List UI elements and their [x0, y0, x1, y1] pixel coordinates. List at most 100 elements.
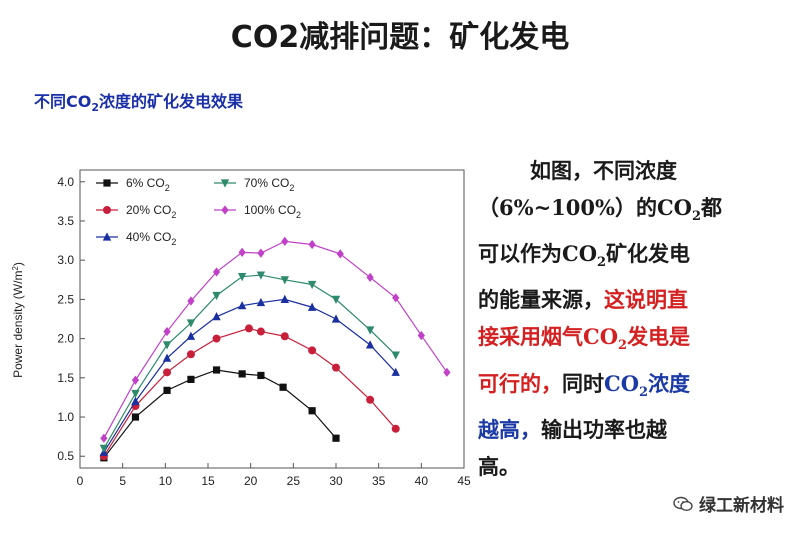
- y-tick-label: 3.5: [57, 214, 74, 228]
- data-point: [307, 280, 317, 290]
- data-point: [244, 324, 253, 333]
- data-point: [391, 351, 400, 360]
- data-point: [331, 314, 341, 323]
- desc-line-2-sub: 2: [691, 209, 702, 225]
- desc-line-2-a: （6%~100%）的CO: [478, 195, 692, 220]
- data-point: [131, 413, 140, 421]
- chart-title: 不同CO2浓度的矿化发电效果: [34, 88, 243, 114]
- desc-line-1: 如图，不同浓度: [530, 158, 677, 183]
- data-point: [162, 341, 172, 350]
- data-point: [307, 302, 317, 311]
- desc-line-2-b: 都: [701, 195, 723, 220]
- watermark: 绿工新材料: [673, 491, 784, 516]
- chart-title-post: 浓度的矿化发电效果: [99, 92, 244, 111]
- power-density-chart: 0 5 10 15 20 25 30 35 40 45 0.5 1.0 1.5 2.0 2.5 3.0 3.5 4…: [11, 169, 471, 488]
- data-point: [256, 271, 266, 280]
- data-point: [163, 326, 171, 337]
- desc-line-6-red: 可行的，: [478, 370, 562, 396]
- data-point: [256, 327, 265, 336]
- legend-label: 70% CO2: [244, 176, 294, 193]
- data-point: [332, 434, 340, 442]
- legend-marker: [103, 179, 111, 187]
- legend-label: 100% CO2: [244, 203, 301, 220]
- data-point: [256, 297, 266, 307]
- y-tick-label: 4.0: [57, 175, 74, 189]
- data-point: [212, 291, 221, 301]
- x-tick-label: 25: [287, 474, 301, 488]
- data-point: [280, 294, 289, 303]
- data-point: [391, 424, 400, 433]
- desc-line-5-sub: 2: [618, 338, 628, 354]
- desc-line-6-blue: CO2浓度: [604, 371, 690, 400]
- data-point: [163, 368, 172, 377]
- data-point: [336, 249, 344, 259]
- legend-marker: [221, 205, 229, 215]
- desc-line-3: 可以作为CO2矿化发电: [478, 235, 788, 281]
- data-point: [365, 326, 375, 335]
- data-point: [99, 444, 109, 453]
- data-point: [308, 239, 316, 250]
- data-point: [332, 363, 340, 372]
- data-point: [366, 272, 374, 283]
- data-point: [187, 375, 195, 383]
- series-line: [103, 274, 397, 449]
- axes: 0 5 10 15 20 25 30 35 40 45 0.5 1.0 1.5 2.0 2.5 3.0 3.5 4…: [57, 175, 471, 488]
- desc-line-4-a: 的能量来源，: [478, 287, 604, 313]
- data-point: [238, 370, 246, 378]
- data-point: [131, 396, 140, 405]
- data-point: [281, 236, 289, 246]
- x-tick-label: 40: [415, 474, 429, 488]
- desc-line-3-b: 矿化发电: [606, 241, 691, 267]
- data-point: [365, 340, 375, 349]
- data-point: [280, 276, 289, 285]
- data-point: [257, 371, 265, 380]
- x-tick-label: 30: [329, 474, 343, 488]
- legend-marker: [220, 179, 230, 188]
- data-point: [308, 346, 317, 355]
- desc-line-7-a: 输出功率也越: [541, 416, 667, 442]
- desc-line-5-b: 发电是: [627, 324, 691, 350]
- data-point: [186, 350, 195, 359]
- data-point: [131, 389, 140, 399]
- data-point: [212, 366, 221, 374]
- legend-marker: [102, 232, 112, 241]
- desc-line-8: 高。: [478, 453, 520, 479]
- desc-line-7-blue: 越高，: [478, 416, 541, 442]
- desc-line-7: 越高，输出功率也越: [478, 411, 788, 448]
- y-tick-label: 0.5: [57, 449, 74, 463]
- data-point: [391, 367, 400, 376]
- data-point: [308, 407, 316, 415]
- desc-line-6: 可行的，同时CO2浓度: [478, 365, 788, 411]
- data-point: [238, 247, 246, 257]
- data-point: [163, 386, 171, 394]
- data-point: [237, 273, 247, 282]
- series-line: [103, 240, 448, 439]
- desc-line-2: （6%~100%）的CO2都: [478, 189, 788, 235]
- legend-label: 40% CO2: [126, 230, 176, 247]
- y-axis-label-sup: 2: [11, 266, 20, 271]
- y-axis-label-main: Power density (W/m: [11, 271, 25, 378]
- desc-line-6-a: 同时: [562, 370, 604, 396]
- data-marks: [99, 236, 451, 462]
- watermark-text: 绿工新材料: [699, 496, 784, 516]
- data-point: [331, 295, 341, 304]
- x-tick-label: 15: [201, 474, 215, 488]
- data-point: [212, 334, 221, 343]
- x-tick-label: 35: [372, 474, 386, 488]
- x-tick-label: 45: [457, 474, 471, 488]
- x-tick-label: 0: [77, 474, 84, 488]
- desc-line-4-red: 这说明直: [604, 287, 688, 313]
- desc-line-3-sub: 2: [597, 255, 607, 271]
- data-point: [280, 332, 289, 341]
- data-point: [366, 395, 375, 404]
- y-axis-label: Power density (W/m2): [11, 262, 25, 378]
- y-tick-label: 3.0: [57, 253, 74, 267]
- wechat-icon: [673, 496, 693, 511]
- desc-line-5: 接采用烟气CO2发电是: [478, 318, 788, 364]
- data-point: [237, 301, 247, 310]
- chart-title-pre: 不同CO: [34, 92, 92, 111]
- series-line: [103, 298, 397, 453]
- x-tick-label: 10: [159, 474, 173, 488]
- data-point: [162, 353, 172, 362]
- page-title: CO2减排问题：矿化发电: [230, 20, 570, 55]
